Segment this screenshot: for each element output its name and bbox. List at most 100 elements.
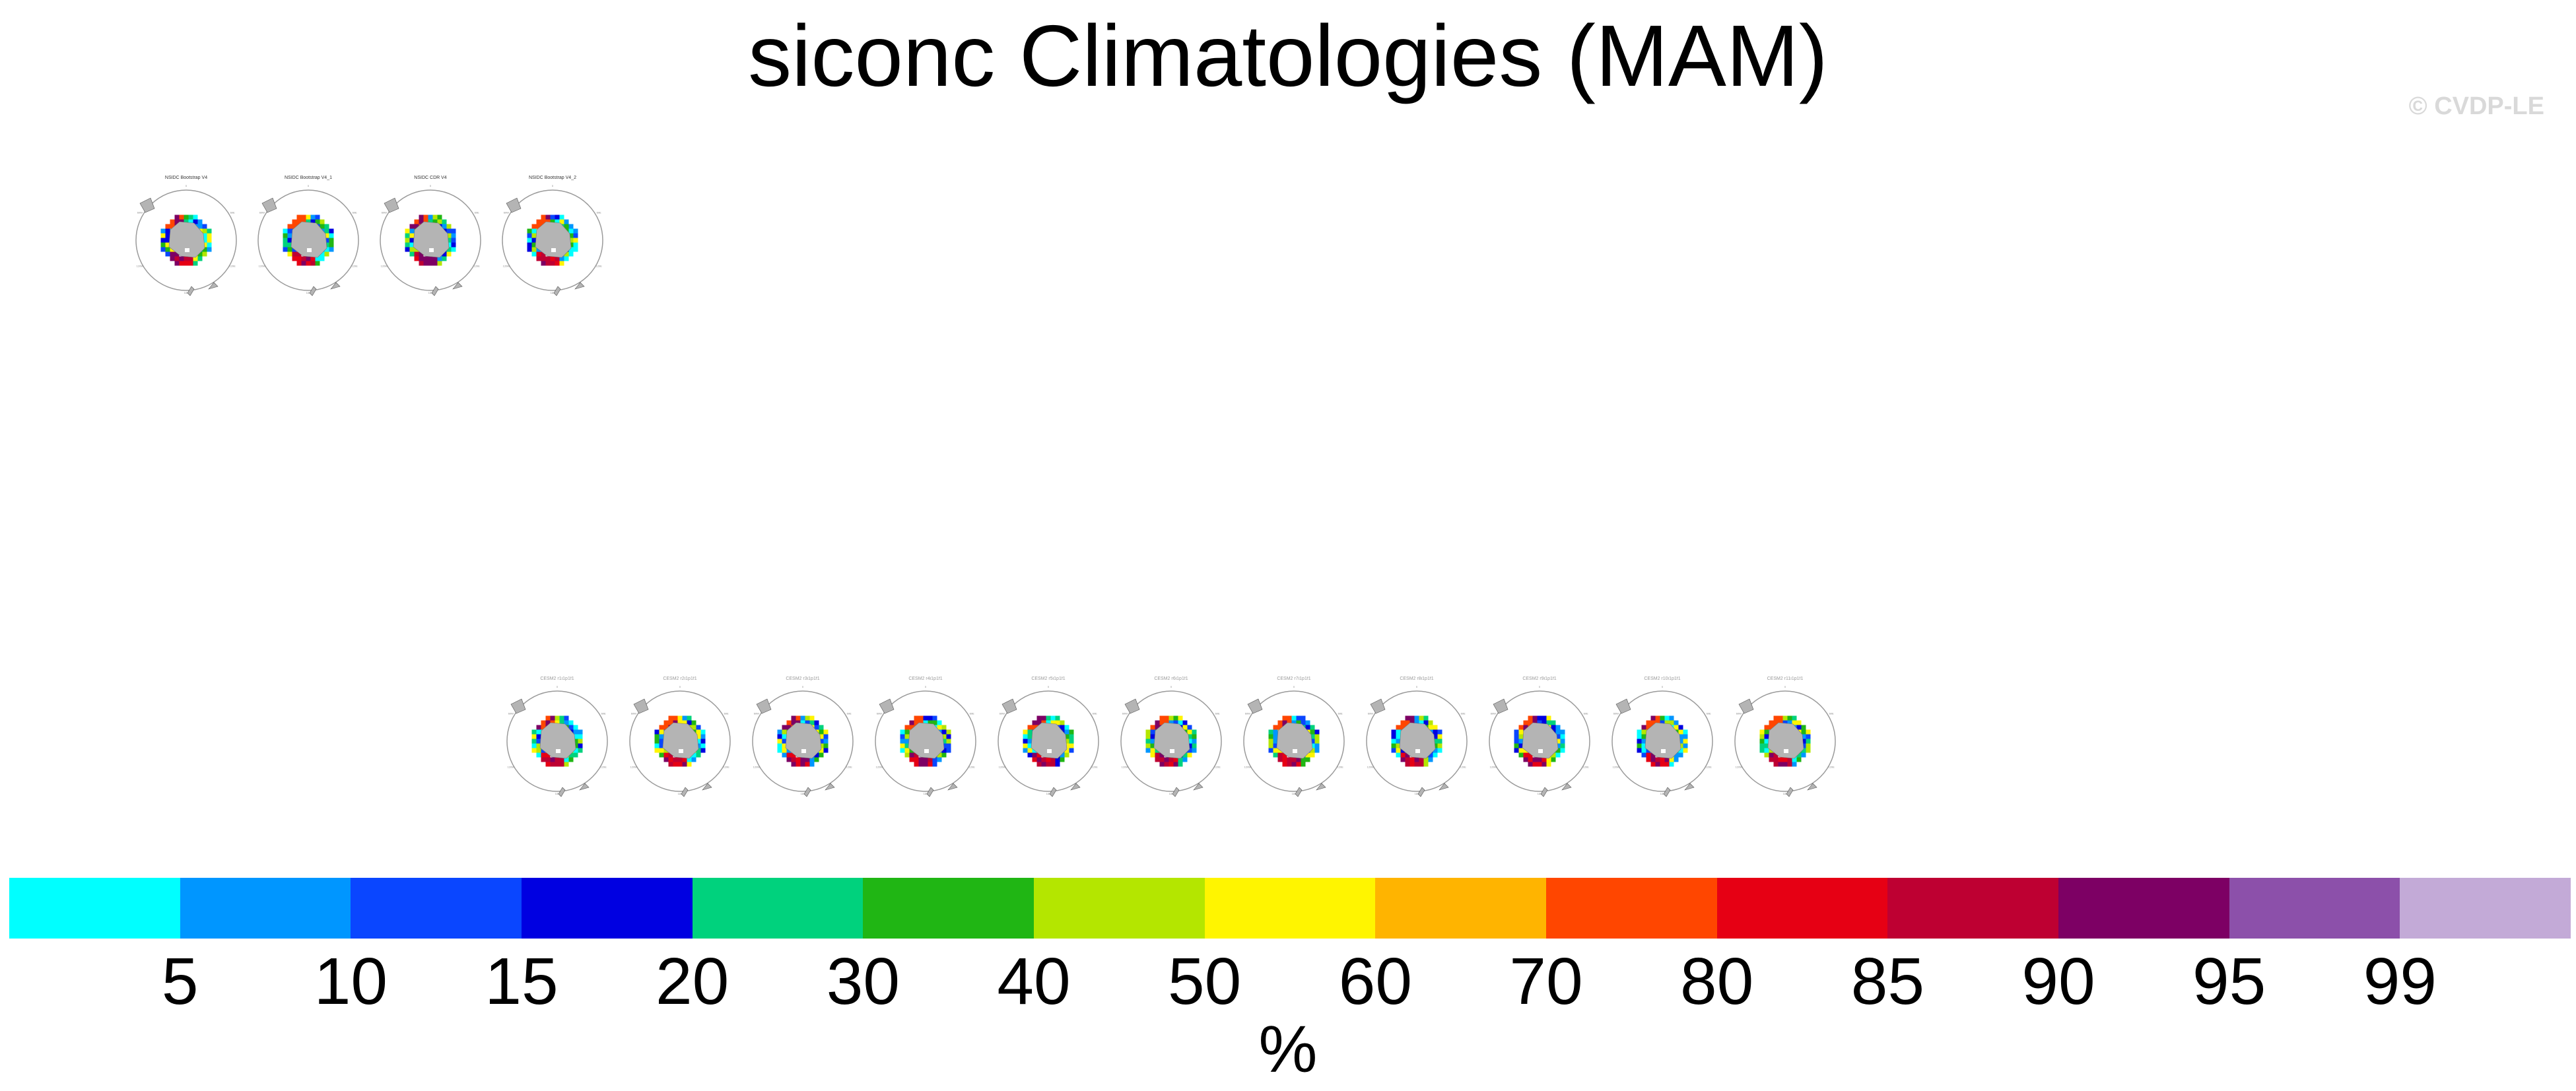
panel-title: CESM2 r11i1p1f1 xyxy=(1767,677,1804,681)
longitude-label: 0 xyxy=(1416,685,1418,688)
antarctica-landmass xyxy=(1522,722,1559,759)
sea-ice-cell xyxy=(1060,725,1065,730)
sea-ice-cell xyxy=(409,228,415,234)
australia-fragment xyxy=(947,783,958,791)
sea-ice-cell xyxy=(1764,729,1769,735)
sea-ice-cell xyxy=(1192,748,1197,753)
sea-ice-cell xyxy=(568,720,574,725)
sea-ice-cell xyxy=(287,242,292,248)
longitude-label: 120W xyxy=(508,766,515,769)
sea-ice-cell xyxy=(941,739,947,744)
sea-ice-cell xyxy=(909,725,914,730)
sea-ice-cell xyxy=(1655,715,1660,721)
sea-ice-cell xyxy=(545,261,551,266)
sea-ice-cell xyxy=(1523,752,1528,758)
sea-ice-cell xyxy=(900,743,905,748)
south-america-tip xyxy=(506,197,522,213)
sea-ice-cell xyxy=(568,752,574,758)
sea-ice-cell xyxy=(904,739,910,744)
sea-ice-cell xyxy=(1396,725,1401,730)
sea-ice-cell xyxy=(1291,757,1297,762)
longitude-label: 180 xyxy=(1783,792,1788,795)
sea-ice-cell xyxy=(1546,720,1551,725)
sea-ice-cell xyxy=(1050,762,1056,767)
sea-ice-cells xyxy=(1268,715,1320,767)
new-zealand-fragment xyxy=(553,286,561,296)
sea-ice-cell xyxy=(1032,725,1037,730)
sea-ice-cell xyxy=(184,256,189,261)
sea-ice-cell xyxy=(1155,752,1160,758)
sea-ice-cell xyxy=(1173,715,1178,721)
map-panel: NSIDC Bootstrap V4_1 0 60E 120E 180 120W 60W xyxy=(253,176,364,301)
sea-ice-cell xyxy=(573,743,578,748)
sea-ice-cell xyxy=(1674,757,1679,762)
sea-ice-cell xyxy=(296,251,302,257)
sea-ice-cell xyxy=(1396,748,1401,753)
sea-ice-cell xyxy=(1759,739,1765,744)
sea-ice-cell xyxy=(564,219,569,224)
sea-ice-cell xyxy=(937,757,942,762)
longitude-label: 120E xyxy=(846,766,852,769)
south-polar-map: 0 60E 120E 180 120W 60W xyxy=(1366,685,1468,797)
longitude-label: 120E xyxy=(1460,766,1466,769)
sea-ice-cell xyxy=(405,233,410,238)
sea-ice-cell xyxy=(165,238,170,243)
sea-ice-cell xyxy=(578,734,583,739)
south-polar-map: 0 60E 120E 180 120W 60W xyxy=(135,184,237,296)
map-panel: CESM2 r11i1p1f1 0 60E 120E 180 120W 60W xyxy=(1730,677,1841,802)
sea-ice-cell xyxy=(786,725,792,730)
sea-ice-cell xyxy=(329,238,334,243)
sea-ice-cell xyxy=(1683,743,1688,748)
sea-ice-cell xyxy=(782,752,787,758)
longitude-label: 120W xyxy=(259,265,266,268)
sea-ice-cell xyxy=(536,256,541,261)
sea-ice-cell xyxy=(677,757,683,762)
sea-ice-cell xyxy=(796,715,801,721)
sea-ice-cell xyxy=(1518,725,1524,730)
sea-ice-cell xyxy=(909,757,914,762)
antarctica-landmass xyxy=(908,722,945,759)
sea-ice-cell xyxy=(1637,743,1642,748)
antarctica-landmass xyxy=(1767,722,1804,759)
south-america-tip xyxy=(1738,698,1754,714)
sea-ice-cell xyxy=(928,762,933,767)
sea-ice-cell xyxy=(805,757,810,762)
colorbar-tick-label: 5 xyxy=(161,944,199,1018)
sea-ice-cell xyxy=(777,739,782,744)
longitude-label: 60W xyxy=(1000,712,1005,715)
map-panel: CESM2 r10i1p1f1 0 60E 120E 180 120W 60W xyxy=(1607,677,1718,802)
sea-ice-cell xyxy=(573,725,578,730)
sea-ice-cell xyxy=(1528,720,1533,725)
sea-ice-cell xyxy=(1759,734,1765,739)
sea-ice-cell xyxy=(296,261,302,266)
sea-ice-cell xyxy=(536,734,541,739)
antarctica-landmass xyxy=(413,221,450,258)
longitude-label: 180 xyxy=(1046,792,1051,795)
sea-ice-cell xyxy=(1678,734,1683,739)
sea-ice-cell xyxy=(555,720,560,725)
sea-ice-cell xyxy=(1310,748,1315,753)
sea-ice-cell xyxy=(904,752,910,758)
sea-ice-cell xyxy=(700,729,706,735)
sea-ice-cell xyxy=(1064,752,1069,758)
sea-ice-cell xyxy=(545,757,551,762)
sea-ice-cell xyxy=(1646,757,1651,762)
sea-ice-cell xyxy=(814,720,819,725)
sea-ice-cell xyxy=(541,219,546,224)
longitude-label: 180 xyxy=(555,792,560,795)
sea-ice-cell xyxy=(409,247,415,252)
colorbar-segment xyxy=(692,878,864,939)
sea-ice-cell xyxy=(1150,743,1155,748)
sea-ice-cell xyxy=(287,224,292,229)
ice-shelf xyxy=(1170,749,1174,753)
sea-ice-cell xyxy=(823,729,829,735)
ice-shelf xyxy=(1661,749,1666,753)
sea-ice-cell xyxy=(654,743,660,748)
sea-ice-cell xyxy=(1792,757,1797,762)
sea-ice-cell xyxy=(165,228,170,234)
panel-title: NSIDC Bootstrap V4_2 xyxy=(529,176,576,180)
sea-ice-cell xyxy=(527,233,532,238)
sea-ice-cell xyxy=(691,725,696,730)
sea-ice-cell xyxy=(1655,757,1660,762)
sea-ice-cell xyxy=(555,219,560,224)
